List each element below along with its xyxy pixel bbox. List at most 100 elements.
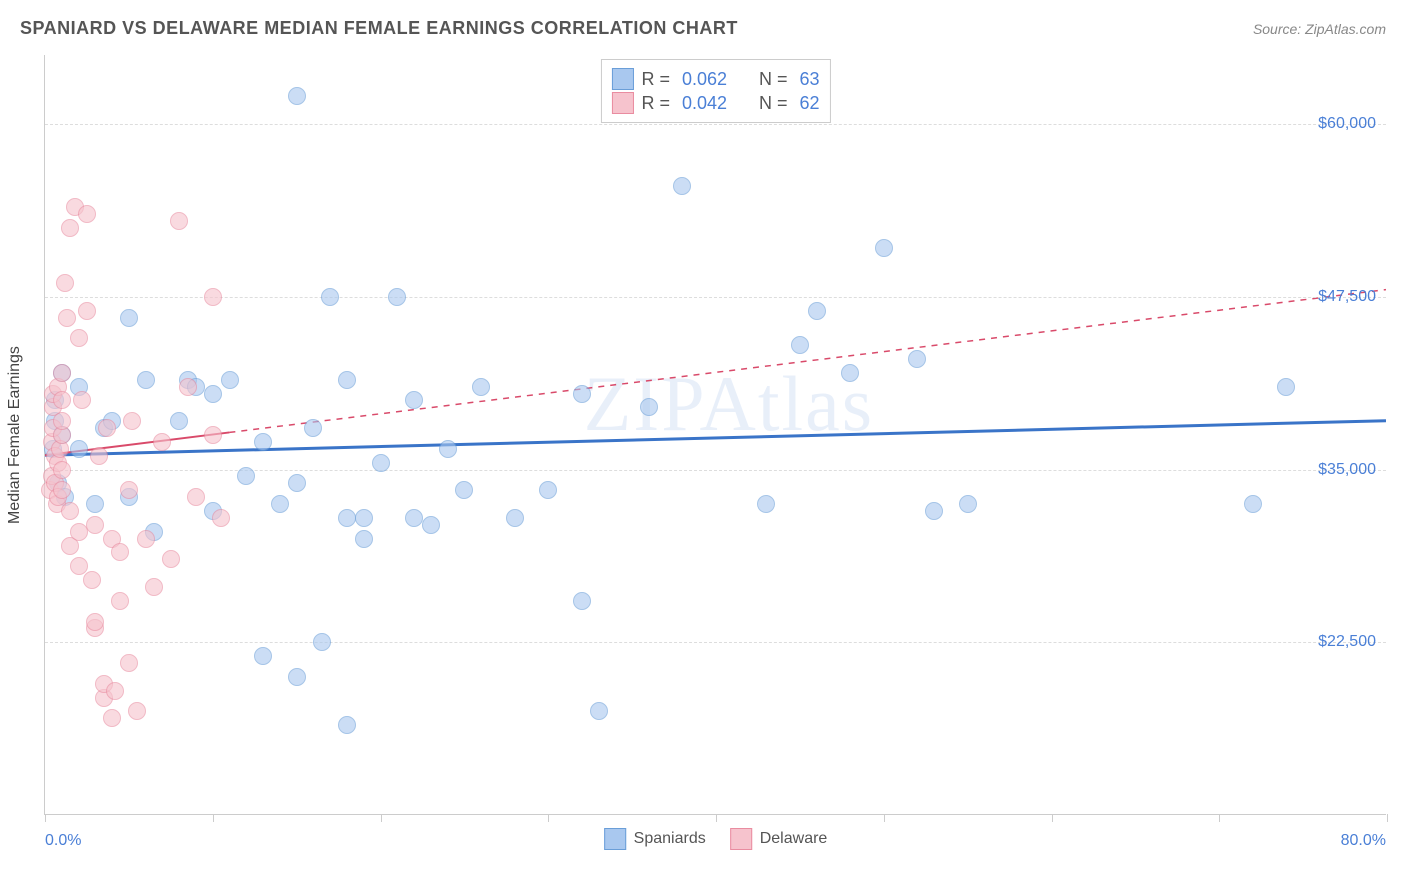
data-point [78,302,96,320]
y-tick-label: $60,000 [1318,115,1376,133]
data-point [145,578,163,596]
data-point [90,447,108,465]
data-point [73,391,91,409]
data-point [70,329,88,347]
data-point [170,412,188,430]
data-point [539,481,557,499]
data-point [103,709,121,727]
x-tick [548,814,549,822]
n-value: 63 [800,69,820,90]
data-point [212,509,230,527]
data-point [179,378,197,396]
data-point [405,509,423,527]
n-label: N = [759,93,788,114]
data-point [53,481,71,499]
legend-stats: R = 0.062 N = 63 R =0.042 N =62 [600,59,830,123]
legend-item: Spaniards [604,828,706,850]
data-point [875,239,893,257]
data-point [271,495,289,513]
data-point [372,454,390,472]
gridline [45,642,1386,643]
data-point [355,509,373,527]
data-point [128,702,146,720]
data-point [841,364,859,382]
y-axis-title: Median Female Earnings [6,346,24,524]
legend-swatch [611,92,633,114]
data-point [959,495,977,513]
x-axis-max-label: 80.0% [1341,832,1386,850]
legend-swatch [611,68,633,90]
data-point [120,309,138,327]
gridline [45,297,1386,298]
data-point [422,516,440,534]
plot-area: ZIPAtlas Median Female Earnings 0.0% 80.… [44,55,1386,815]
x-tick [1387,814,1388,822]
data-point [61,502,79,520]
regression-layer [45,55,1386,814]
data-point [288,474,306,492]
data-point [506,509,524,527]
data-point [83,571,101,589]
data-point [53,391,71,409]
data-point [673,177,691,195]
data-point [204,288,222,306]
legend-stat-row: R =0.062 N =63 [611,68,819,90]
watermark: ZIPAtlas [584,359,875,449]
data-point [53,364,71,382]
data-point [123,412,141,430]
data-point [61,219,79,237]
data-point [254,433,272,451]
gridline [45,124,1386,125]
legend-swatch [604,828,626,850]
data-point [925,502,943,520]
data-point [120,654,138,672]
legend-series: SpaniardsDelaware [604,828,828,850]
data-point [53,412,71,430]
data-point [70,523,88,541]
x-tick [1219,814,1220,822]
x-tick [213,814,214,822]
data-point [1277,378,1295,396]
data-point [137,530,155,548]
data-point [304,419,322,437]
x-tick [45,814,46,822]
legend-label: Spaniards [634,830,706,848]
data-point [106,682,124,700]
y-tick-label: $47,500 [1318,288,1376,306]
data-point [313,633,331,651]
r-value: 0.062 [682,69,727,90]
data-point [590,702,608,720]
data-point [472,378,490,396]
data-point [338,371,356,389]
y-tick-label: $22,500 [1318,633,1376,651]
data-point [120,481,138,499]
legend-swatch [730,828,752,850]
data-point [1244,495,1262,513]
r-label: R = [641,69,670,90]
data-point [137,371,155,389]
data-point [405,391,423,409]
data-point [321,288,339,306]
regression-line-solid [45,421,1386,455]
data-point [56,274,74,292]
chart-title: SPANIARD VS DELAWARE MEDIAN FEMALE EARNI… [20,18,738,39]
x-tick [884,814,885,822]
data-point [204,426,222,444]
data-point [573,592,591,610]
chart-header: SPANIARD VS DELAWARE MEDIAN FEMALE EARNI… [20,18,1386,39]
data-point [98,419,116,437]
data-point [170,212,188,230]
x-tick [716,814,717,822]
data-point [187,488,205,506]
x-tick [381,814,382,822]
x-tick [1052,814,1053,822]
y-tick-label: $35,000 [1318,461,1376,479]
data-point [204,385,222,403]
data-point [388,288,406,306]
data-point [53,461,71,479]
data-point [640,398,658,416]
r-label: R = [641,93,670,114]
data-point [111,592,129,610]
data-point [86,613,104,631]
legend-stat-row: R =0.042 N =62 [611,92,819,114]
